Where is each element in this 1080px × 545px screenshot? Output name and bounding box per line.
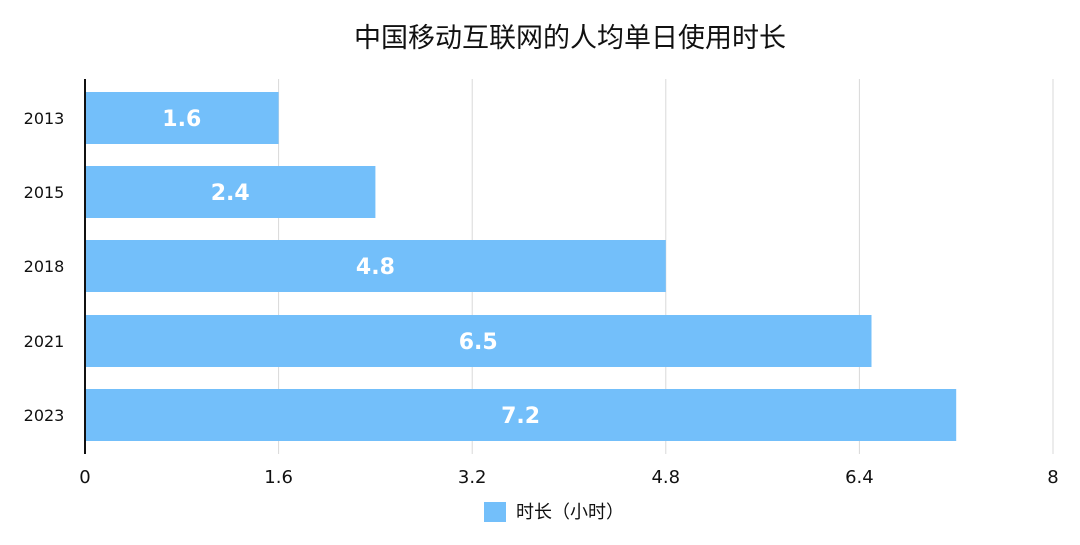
y-axis: 2013 2015 2018 2021 2023 bbox=[24, 79, 86, 454]
x-tick-label: 8 bbox=[1047, 467, 1058, 488]
legend-label: 时长（小时） bbox=[516, 502, 624, 523]
bar-value-label: 6.5 bbox=[459, 330, 498, 355]
x-tick-label: 4.8 bbox=[651, 467, 680, 488]
bar-2015 bbox=[85, 166, 376, 218]
x-tick-label: 0 bbox=[79, 467, 90, 488]
chart-title: 中国移动互联网的人均单日使用时长 bbox=[354, 23, 786, 54]
bar-2023 bbox=[85, 389, 957, 441]
y-tick-label: 2013 bbox=[24, 109, 65, 128]
y-tick-label: 2015 bbox=[24, 183, 65, 202]
bar-series: 1.6 2.4 4.8 6.5 7.2 bbox=[85, 92, 957, 441]
x-tick-label: 6.4 bbox=[845, 467, 874, 488]
bar-2013 bbox=[85, 92, 279, 144]
y-tick-label: 2021 bbox=[24, 332, 65, 351]
x-tick-label: 3.2 bbox=[458, 467, 487, 488]
legend: 时长（小时） bbox=[484, 502, 624, 523]
legend-swatch bbox=[484, 502, 506, 522]
bar-value-label: 2.4 bbox=[211, 181, 250, 206]
y-tick-label: 2023 bbox=[24, 406, 65, 425]
bar-value-label: 7.2 bbox=[501, 404, 540, 429]
x-tick-label: 1.6 bbox=[264, 467, 293, 488]
x-axis: 0 1.6 3.2 4.8 6.4 8 bbox=[79, 467, 1058, 488]
bar-2021 bbox=[85, 315, 872, 367]
bar-value-label: 1.6 bbox=[162, 107, 201, 132]
bar-value-label: 4.8 bbox=[356, 255, 395, 280]
bar-2018 bbox=[85, 240, 666, 292]
y-tick-label: 2018 bbox=[24, 257, 65, 276]
